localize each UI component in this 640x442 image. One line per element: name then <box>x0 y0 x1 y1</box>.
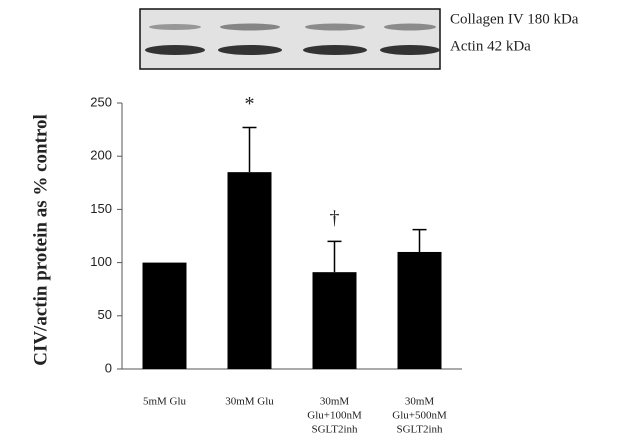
error-bar <box>243 127 257 172</box>
chart: Collagen IV 180 kDa Actin 42 kDa CIV/act… <box>0 0 640 442</box>
bar <box>228 172 272 369</box>
y-tick-label: 150 <box>90 201 112 216</box>
y-tick-label: 50 <box>98 307 112 322</box>
bar <box>313 272 357 369</box>
x-tick-label: 30mM <box>320 396 350 408</box>
bar <box>398 252 442 369</box>
x-tick-label: 30mM <box>405 396 435 408</box>
blot-image <box>140 9 440 69</box>
y-tick-label: 0 <box>105 360 112 375</box>
x-tick-label: SGLT2inh <box>396 424 443 436</box>
annotation: * <box>245 93 255 115</box>
x-tick-label: 5mM Glu <box>143 396 187 408</box>
y-tick-label: 200 <box>90 148 112 163</box>
blot-label: Collagen IV 180 kDa <box>450 11 579 27</box>
y-axis-label: CIV/actin protein as % control <box>30 114 51 366</box>
y-tick-label: 100 <box>90 254 112 269</box>
bar <box>143 263 187 369</box>
error-bar <box>328 241 342 272</box>
blot-label: Actin 42 kDa <box>450 38 531 54</box>
y-tick-label: 250 <box>90 94 112 109</box>
x-tick-label: 30mM Glu <box>225 396 274 408</box>
x-tick-label: Glu+500nM <box>392 410 447 422</box>
x-tick-label: SGLT2inh <box>311 424 358 436</box>
x-tick-label: Glu+100nM <box>307 410 362 422</box>
error-bar <box>413 230 427 252</box>
annotation: † <box>330 207 340 229</box>
